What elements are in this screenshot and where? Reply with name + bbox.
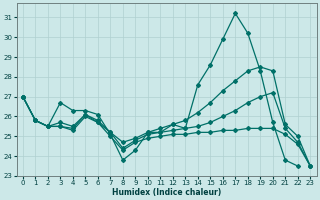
- X-axis label: Humidex (Indice chaleur): Humidex (Indice chaleur): [112, 188, 221, 197]
